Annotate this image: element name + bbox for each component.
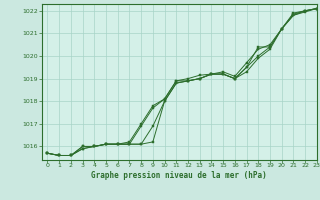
X-axis label: Graphe pression niveau de la mer (hPa): Graphe pression niveau de la mer (hPa) <box>91 171 267 180</box>
